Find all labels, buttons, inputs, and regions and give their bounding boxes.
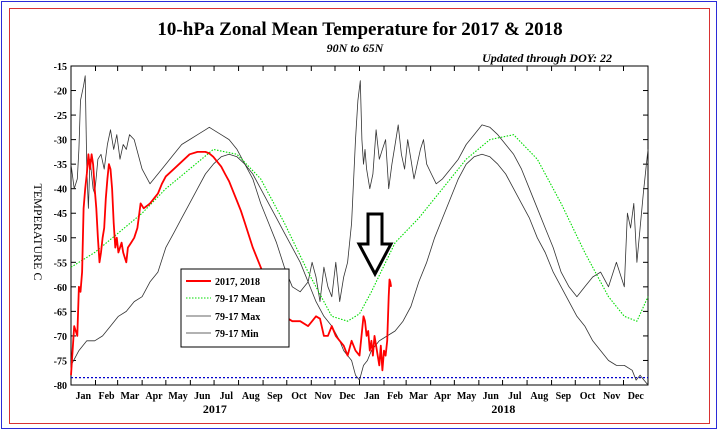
series-group (70, 75, 649, 386)
x-tick-label: Jul (508, 391, 522, 402)
axes: -15 -20 -25 -30 -35 -40 -45 -50 -55 -60 -65 -70 -75 -… (54, 62, 649, 416)
legend-label-mean: 79-17 Mean (215, 294, 266, 305)
y-tick-label: -40 (54, 185, 67, 196)
x-tick-label: Dec (628, 391, 645, 402)
plot-frame (70, 65, 649, 386)
legend-label-min: 79-17 Min (215, 329, 259, 340)
y-axis-label: TEMPERATURE C (31, 183, 45, 280)
legend-label-observed: 2017, 2018 (215, 277, 260, 288)
year-label: 2017 (203, 402, 227, 416)
x-tick-label: Feb (387, 391, 404, 402)
x-tick-label: Aug (242, 391, 260, 402)
y-tick-label: -55 (54, 258, 67, 269)
update-note: Updated through DOY: 22 (482, 51, 612, 65)
series-line-max (70, 75, 649, 303)
y-tick-label: -70 (54, 332, 67, 343)
x-tick-label: May (457, 391, 476, 402)
x-tick-label: Jan (75, 391, 91, 402)
arrow-icon (356, 212, 394, 278)
x-tick-label: May (168, 391, 187, 402)
x-tick-label: Mar (120, 391, 139, 402)
year-label: 2018 (491, 402, 515, 416)
x-tick-label: Nov (603, 391, 620, 402)
x-tick-label: Jan (364, 391, 380, 402)
y-tick-label: -20 (54, 87, 67, 98)
y-tick-label: -75 (54, 356, 67, 367)
x-tick-label: Sep (267, 391, 283, 402)
x-tick-label: Jun (194, 391, 211, 402)
x-tick-label: Oct (291, 391, 307, 402)
x-tick-label: Mar (409, 391, 428, 402)
x-tick-label: Feb (99, 391, 116, 402)
series-line-mean (70, 134, 649, 322)
y-tick-label: -30 (54, 136, 67, 147)
y-tick-label: -45 (54, 209, 67, 220)
x-tick-label: Oct (580, 391, 596, 402)
x-tick-label: Dec (339, 391, 356, 402)
series-line-observed (70, 150, 392, 376)
y-tick-label: -80 (54, 381, 67, 392)
x-tick-label: Apr (434, 391, 452, 402)
chart-title: 10-hPa Zonal Mean Temperature for 2017 &… (157, 19, 562, 40)
x-tick-label: Jun (483, 391, 500, 402)
chart-subtitle: 90N to 65N (327, 41, 385, 55)
x-tick-label: Aug (530, 391, 548, 402)
y-tick-label: -50 (54, 234, 67, 245)
x-tick-label: Nov (315, 391, 332, 402)
x-tick-label: Apr (145, 391, 163, 402)
y-tick-label: -65 (54, 307, 67, 318)
x-tick-label: Jul (220, 391, 234, 402)
y-tick-label: -35 (54, 160, 67, 171)
series-line-min (70, 153, 649, 386)
y-tick-label: -15 (54, 62, 67, 73)
x-tick-label: Sep (556, 391, 572, 402)
inner-frame (9, 8, 710, 424)
legend: 2017, 2018 79-17 Mean 79-17 Max 79-17 Mi… (180, 268, 290, 348)
arrow-group (356, 212, 394, 278)
y-tick-label: -25 (54, 111, 67, 122)
legend-label-max: 79-17 Max (215, 312, 260, 323)
y-tick-label: -60 (54, 283, 67, 294)
